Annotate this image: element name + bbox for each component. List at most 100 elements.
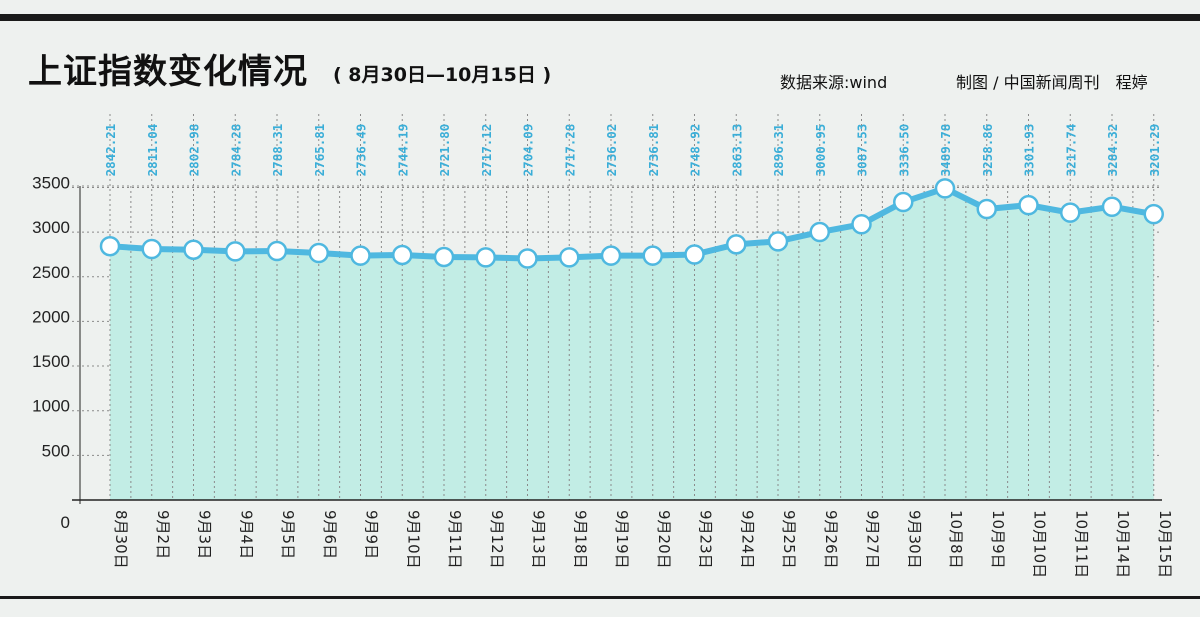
x-tick-labels: 8月30日 9月2日 9月3日 9月4日 9月5日 9月6日 9月9日 9月10日 9月11日 9… bbox=[112, 510, 1174, 578]
top-rule bbox=[0, 14, 1200, 21]
value-label: 2788.31 bbox=[270, 124, 285, 177]
value-label: 2704.09 bbox=[521, 124, 536, 177]
value-label: 2802.98 bbox=[187, 124, 202, 177]
data-point bbox=[225, 241, 246, 262]
y-tick-label: 3500 bbox=[32, 173, 70, 192]
data-point bbox=[433, 246, 455, 268]
x-tick-label: 9月18日 bbox=[571, 510, 589, 569]
value-label: 2717.28 bbox=[562, 124, 577, 177]
value-label: 2896.31 bbox=[771, 124, 786, 177]
x-tick-label: 9月3日 bbox=[196, 510, 214, 559]
x-tick-label: 9月26日 bbox=[822, 510, 840, 569]
value-label: 2863.13 bbox=[729, 124, 744, 177]
chart-credit: 制图 / 中国新闻周刊 程婷 bbox=[956, 73, 1148, 92]
vertical-grid bbox=[109, 114, 1155, 500]
x-tick-label: 9月2日 bbox=[154, 510, 172, 559]
value-label: 2736.02 bbox=[604, 124, 619, 177]
x-tick-label: 10月14日 bbox=[1114, 510, 1132, 578]
y-tick-label: 1500 bbox=[32, 352, 70, 371]
x-tick-label: 9月11日 bbox=[446, 510, 464, 569]
data-point bbox=[767, 231, 789, 252]
data-point bbox=[308, 242, 329, 264]
data-point bbox=[642, 245, 663, 266]
data-point bbox=[141, 238, 162, 260]
x-tick-label: 10月8日 bbox=[947, 510, 965, 569]
x-tick-label: 9月20日 bbox=[655, 510, 673, 569]
area-fill bbox=[110, 188, 1154, 500]
data-point bbox=[934, 178, 956, 199]
value-label: 2811.04 bbox=[145, 124, 160, 177]
value-label: 2721.80 bbox=[437, 124, 452, 177]
chart-subtitle: ( 8月30日—10月15日 ) bbox=[333, 64, 552, 86]
value-label: 2736.81 bbox=[646, 124, 661, 177]
axes bbox=[72, 186, 1162, 504]
area-polygon bbox=[110, 188, 1154, 500]
value-labels: 2842.21 2811.04 2802.98 2784.28 2788.31 2765.… bbox=[103, 124, 1162, 177]
value-label: 2717.12 bbox=[479, 124, 494, 177]
x-tick-label: 9月5日 bbox=[279, 510, 297, 559]
x-tick-label: 10月9日 bbox=[989, 510, 1007, 569]
x-tick-label: 9月19日 bbox=[613, 510, 631, 569]
value-label: 3087.53 bbox=[855, 124, 870, 177]
data-point bbox=[1143, 203, 1164, 225]
data-point bbox=[517, 248, 538, 269]
value-label: 3258.86 bbox=[980, 124, 995, 177]
y-tick-label: 3000 bbox=[32, 218, 70, 237]
x-tick-label: 10月10日 bbox=[1031, 510, 1049, 578]
value-label: 2744.19 bbox=[395, 124, 410, 177]
x-tick-label: 9月10日 bbox=[404, 510, 422, 569]
x-tick-label: 10月11日 bbox=[1072, 510, 1090, 578]
data-point bbox=[392, 244, 413, 266]
chart-title: 上证指数变化情况 bbox=[28, 52, 308, 92]
value-label: 3301.93 bbox=[1022, 124, 1037, 177]
x-tick-label: 9月24日 bbox=[738, 510, 756, 569]
data-point bbox=[266, 240, 288, 262]
y-tick-label: 1000 bbox=[32, 397, 70, 416]
data-point bbox=[893, 191, 914, 213]
y-tick-label: 0 bbox=[61, 513, 70, 532]
x-tick-label: 9月6日 bbox=[321, 510, 339, 559]
x-tick-label: 10月15日 bbox=[1156, 510, 1174, 578]
data-point bbox=[1101, 196, 1123, 217]
data-point bbox=[600, 245, 622, 266]
y-tick-labels: 0 500 1000 1500 2000 2500 3000 3500 bbox=[32, 173, 70, 532]
value-label: 3201.29 bbox=[1147, 124, 1162, 177]
value-label: 2765.81 bbox=[312, 124, 327, 177]
data-point bbox=[559, 247, 580, 268]
data-points bbox=[99, 178, 1164, 269]
bottom-rule bbox=[0, 596, 1200, 599]
data-point bbox=[809, 221, 830, 243]
x-tick-label: 9月30日 bbox=[905, 510, 923, 569]
value-label: 3489.78 bbox=[938, 124, 953, 177]
data-point bbox=[684, 244, 705, 265]
value-label: 2736.49 bbox=[354, 124, 369, 177]
value-label: 3217.74 bbox=[1063, 124, 1078, 177]
x-tick-label: 9月4日 bbox=[237, 510, 255, 559]
data-point bbox=[99, 235, 121, 257]
value-label: 3336.50 bbox=[896, 124, 911, 177]
data-point bbox=[475, 247, 496, 268]
y-tick-label: 500 bbox=[42, 441, 70, 460]
value-label: 2842.21 bbox=[103, 124, 118, 177]
value-label: 3284.32 bbox=[1105, 124, 1120, 177]
value-label: 2784.28 bbox=[228, 124, 243, 177]
data-point bbox=[183, 239, 204, 260]
data-point bbox=[1018, 194, 1039, 216]
data-point bbox=[851, 214, 872, 235]
data-source: 数据来源:wind bbox=[780, 73, 888, 92]
data-point bbox=[1060, 202, 1081, 223]
x-tick-label: 9月9日 bbox=[363, 510, 381, 559]
data-point bbox=[976, 198, 997, 220]
x-tick-label: 9月12日 bbox=[488, 510, 506, 569]
x-tick-label: 9月13日 bbox=[530, 510, 548, 569]
x-tick-label: 9月23日 bbox=[697, 510, 715, 569]
x-tick-label: 9月27日 bbox=[864, 510, 882, 569]
y-tick-label: 2000 bbox=[32, 307, 70, 326]
data-point bbox=[350, 245, 371, 266]
x-tick-label: 8月30日 bbox=[112, 510, 130, 569]
value-label: 2748.92 bbox=[688, 124, 703, 177]
x-tick-label: 9月25日 bbox=[780, 510, 798, 569]
value-label: 3000.95 bbox=[813, 124, 828, 177]
data-point bbox=[726, 234, 747, 255]
